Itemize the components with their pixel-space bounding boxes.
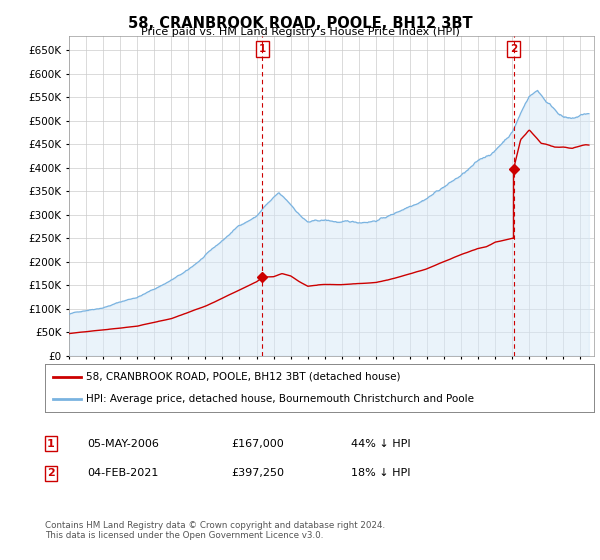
Text: 18% ↓ HPI: 18% ↓ HPI	[351, 468, 410, 478]
Text: Contains HM Land Registry data © Crown copyright and database right 2024.
This d: Contains HM Land Registry data © Crown c…	[45, 521, 385, 540]
Text: 1: 1	[259, 44, 266, 54]
Text: HPI: Average price, detached house, Bournemouth Christchurch and Poole: HPI: Average price, detached house, Bour…	[86, 394, 474, 404]
Text: £167,000: £167,000	[231, 438, 284, 449]
Text: £397,250: £397,250	[231, 468, 284, 478]
Text: 58, CRANBROOK ROAD, POOLE, BH12 3BT (detached house): 58, CRANBROOK ROAD, POOLE, BH12 3BT (det…	[86, 372, 401, 382]
Text: 2: 2	[510, 44, 517, 54]
Text: 58, CRANBROOK ROAD, POOLE, BH12 3BT: 58, CRANBROOK ROAD, POOLE, BH12 3BT	[128, 16, 472, 31]
Text: 44% ↓ HPI: 44% ↓ HPI	[351, 438, 410, 449]
Text: 2: 2	[47, 468, 55, 478]
Text: Price paid vs. HM Land Registry's House Price Index (HPI): Price paid vs. HM Land Registry's House …	[140, 27, 460, 37]
Text: 04-FEB-2021: 04-FEB-2021	[87, 468, 158, 478]
Text: 05-MAY-2006: 05-MAY-2006	[87, 438, 159, 449]
Text: 1: 1	[47, 438, 55, 449]
